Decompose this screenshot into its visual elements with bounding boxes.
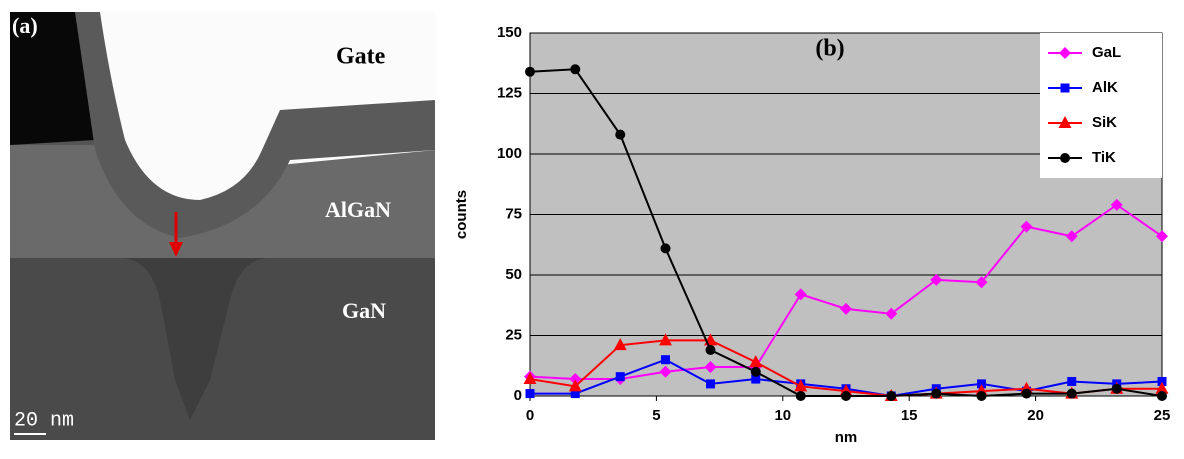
marker	[976, 391, 987, 401]
legend-label: SiK	[1092, 114, 1117, 131]
marker	[977, 379, 987, 389]
marker	[1111, 383, 1122, 394]
legend-label: GaL	[1092, 44, 1121, 61]
marker	[1067, 376, 1077, 386]
algan-label: AlGaN	[325, 197, 391, 222]
marker	[659, 333, 673, 346]
dark-region	[10, 12, 95, 145]
legend-label: AlK	[1092, 79, 1118, 96]
marker	[613, 338, 627, 351]
marker	[569, 373, 582, 386]
x-tick-label: 15	[901, 407, 918, 424]
annotation: (b)	[815, 36, 844, 62]
marker	[1110, 198, 1123, 211]
marker	[885, 307, 898, 320]
x-tick-label: 20	[1027, 407, 1044, 424]
gate-label: Gate	[336, 44, 386, 70]
gate-edge	[75, 12, 435, 238]
marker	[1156, 230, 1168, 243]
panel-label: (a)	[12, 13, 38, 38]
marker	[661, 355, 671, 365]
marker	[568, 379, 582, 392]
gan-label: GaN	[342, 298, 386, 323]
x-axis-label: nm	[835, 429, 858, 446]
marker	[1058, 116, 1072, 128]
marker	[975, 276, 988, 289]
marker	[1065, 230, 1078, 243]
marker	[749, 355, 763, 368]
y-tick-label: 125	[497, 84, 522, 101]
marker	[1060, 83, 1070, 93]
legend-label: TiK	[1092, 149, 1116, 166]
marker	[570, 389, 580, 399]
marker	[795, 391, 806, 401]
marker	[659, 365, 672, 378]
marker	[1020, 220, 1033, 233]
marker	[705, 345, 716, 356]
arrow-head	[169, 242, 183, 257]
marker	[1060, 153, 1070, 163]
y-tick-label: 0	[514, 387, 522, 404]
marker	[841, 391, 851, 401]
marker	[660, 243, 671, 254]
marker	[840, 302, 852, 315]
marker	[1157, 376, 1167, 386]
marker	[705, 379, 715, 389]
v-groove	[60, 258, 270, 420]
marker	[930, 273, 943, 286]
y-tick-label: 75	[505, 205, 522, 222]
y-tick-label: 100	[497, 145, 522, 162]
x-tick-label: 25	[1154, 407, 1171, 424]
marker	[794, 288, 807, 301]
marker	[1059, 47, 1071, 59]
marker	[931, 388, 942, 399]
marker	[1066, 388, 1077, 399]
marker	[615, 129, 626, 140]
x-tick-label: 0	[526, 407, 534, 424]
marker	[1155, 381, 1169, 394]
marker	[750, 366, 761, 377]
marker	[525, 66, 535, 77]
marker	[794, 379, 808, 392]
marker	[1021, 388, 1032, 399]
marker	[525, 389, 535, 399]
x-tick-label: 10	[774, 407, 791, 424]
marker	[704, 360, 717, 373]
y-axis-label: counts	[453, 190, 470, 239]
y-tick-label: 150	[497, 24, 522, 41]
y-tick-label: 50	[505, 266, 522, 283]
tem-image: (a) Gate AlGaN GaN 20 nm	[10, 12, 435, 440]
marker	[615, 372, 625, 382]
legend-box	[1040, 33, 1162, 178]
scale-bar-label: 20 nm	[14, 409, 74, 432]
marker	[1157, 391, 1167, 401]
y-tick-label: 25	[505, 326, 522, 343]
marker	[751, 374, 761, 384]
marker	[523, 372, 537, 385]
marker	[570, 64, 581, 75]
x-tick-label: 5	[652, 407, 660, 424]
marker	[886, 391, 897, 401]
